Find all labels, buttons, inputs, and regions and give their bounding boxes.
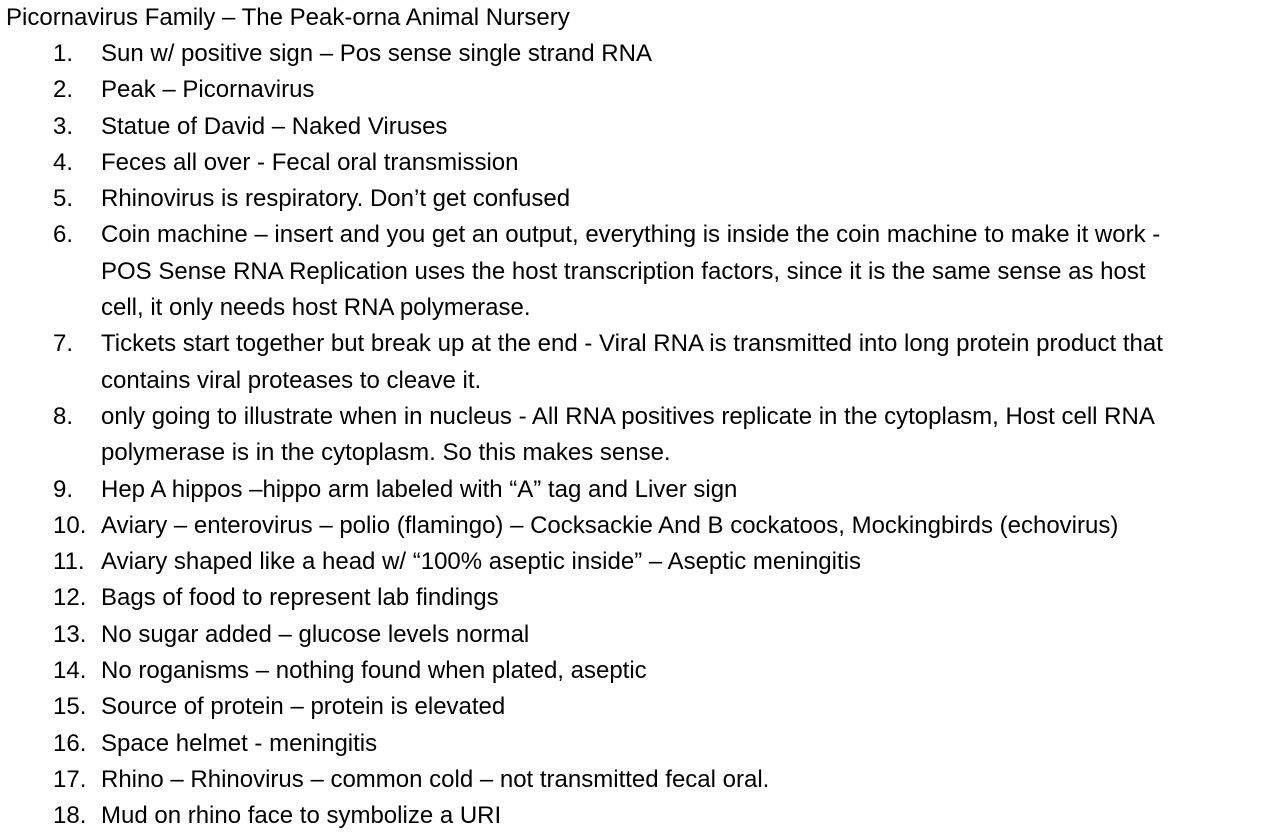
list-item: 18. Mud on rhino face to symbolize a URI: [0, 798, 1179, 834]
list-item: 17. Rhino – Rhinovirus – common cold – no…: [0, 762, 1179, 798]
list-number: 2.: [53, 76, 74, 104]
list-item-text: Space helmet - meningitis: [101, 729, 378, 757]
list-item: 16. Space helmet - meningitis: [0, 726, 1179, 762]
list-item: 4. Feces all over - Fecal oral transmissi…: [0, 145, 1179, 181]
numbered-list: 1. Sun w/ positive sign – Pos sense singl…: [0, 36, 1280, 835]
list-number: 9.: [53, 475, 74, 503]
list-item-text: Bags of food to represent lab findings: [101, 584, 499, 612]
list-item-text: Sun w/ positive sign – Pos sense single …: [101, 40, 652, 67]
list-item-text: Mud on rhino face to symbolize a URI: [101, 802, 502, 830]
list-item: 12. Bags of food to represent lab finding…: [0, 580, 1179, 616]
document-title: Picornavirus Family – The Peak-orna Anim…: [6, 4, 570, 31]
list-item-text: only going to illustrate when in nucleus…: [101, 402, 1154, 467]
list-item-text: Rhino – Rhinovirus – common cold – not t…: [101, 765, 770, 793]
list-number: 5.: [53, 185, 74, 213]
list-item-text: Aviary – enterovirus – polio (flamingo) …: [101, 511, 1119, 539]
list-number: 11.: [53, 548, 85, 576]
list-item: 5. Rhinovirus is respiratory. Don’t get c…: [0, 181, 1179, 217]
list-number: 4.: [53, 148, 74, 176]
list-item: 14. No roganisms – nothing found when pla…: [0, 653, 1179, 689]
list-item-text: Hep A hippos –hippo arm labeled with “A”…: [101, 475, 738, 503]
list-item-text: No roganisms – nothing found when plated…: [101, 657, 647, 685]
list-item: 1. Sun w/ positive sign – Pos sense singl…: [0, 36, 1179, 72]
list-item: 8. only going to illustrate when in nucle…: [0, 399, 1179, 472]
list-item: 15. Source of protein – protein is elevat…: [0, 689, 1179, 725]
list-item-text: Statue of David – Naked Viruses: [101, 112, 448, 140]
list-number: 1.: [53, 40, 74, 67]
list-item-text: Feces all over - Fecal oral transmission: [101, 148, 519, 176]
list-item: 13. No sugar added – glucose levels norma…: [0, 617, 1179, 653]
list-number: 12.: [53, 584, 87, 612]
list-item-text: Source of protein – protein is elevated: [101, 693, 506, 721]
list-item-text: Aviary shaped like a head w/ “100% asept…: [101, 548, 861, 576]
list-number: 18.: [53, 802, 87, 830]
list-number: 6.: [53, 221, 74, 249]
list-number: 14.: [53, 657, 87, 685]
list-item: 6. Coin machine – insert and you get an o…: [0, 217, 1179, 326]
list-item: 2. Peak – Picornavirus: [0, 72, 1179, 108]
list-item-text: Coin machine – insert and you get an out…: [101, 221, 1161, 322]
list-item: 3. Statue of David – Naked Viruses: [0, 109, 1179, 145]
list-item: 9. Hep A hippos –hippo arm labeled with “…: [0, 472, 1179, 508]
list-number: 13.: [53, 620, 87, 648]
list-number: 17.: [53, 765, 87, 793]
list-item: 7. Tickets start together but break up at…: [0, 326, 1179, 399]
list-item: 11. Aviary shaped like a head w/ “100% as…: [0, 544, 1179, 580]
list-item: 10. Aviary – enterovirus – polio (flaming…: [0, 508, 1179, 544]
list-number: 15.: [53, 693, 87, 721]
list-item-text: Rhinovirus is respiratory. Don’t get con…: [101, 185, 571, 213]
list-number: 10.: [53, 511, 87, 539]
list-number: 8.: [53, 402, 74, 430]
list-item-text: Tickets start together but break up at t…: [101, 330, 1163, 394]
list-item-text: No sugar added – glucose levels normal: [101, 620, 530, 648]
list-number: 3.: [53, 112, 74, 140]
list-item-text: Peak – Picornavirus: [101, 76, 315, 104]
list-number: 7.: [53, 330, 74, 358]
list-number: 16.: [53, 729, 87, 757]
